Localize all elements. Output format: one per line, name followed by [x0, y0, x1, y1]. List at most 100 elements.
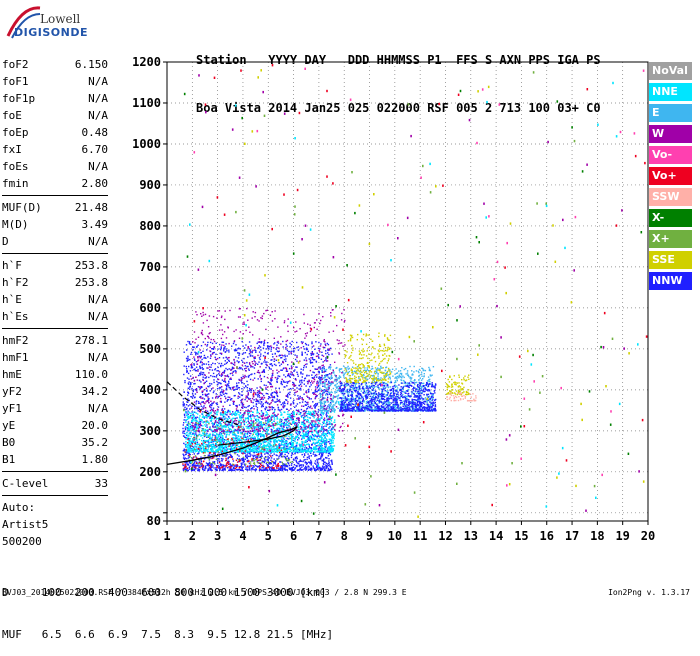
echo-point — [201, 419, 202, 420]
echo-point — [250, 433, 251, 434]
echo-point — [250, 418, 251, 419]
echo-point — [314, 436, 315, 437]
echo-point — [211, 419, 212, 420]
echo-point — [227, 467, 228, 468]
echo-point — [205, 422, 206, 423]
echo-point — [192, 439, 193, 440]
echo-point — [188, 379, 189, 380]
echo-point — [199, 356, 200, 357]
echo-point — [271, 348, 272, 349]
echo-point — [297, 469, 298, 470]
echo-point — [258, 420, 259, 421]
echo-point — [250, 469, 251, 470]
echo-point — [224, 426, 225, 427]
echo-point — [312, 358, 313, 359]
echo-point — [212, 432, 213, 433]
echo-point — [315, 428, 316, 429]
echo-point — [235, 452, 236, 453]
echo-point — [286, 421, 287, 422]
echo-point — [309, 446, 310, 447]
echo-point — [203, 368, 204, 369]
echo-point — [183, 455, 184, 456]
echo-point — [238, 362, 239, 363]
echo-point — [302, 469, 303, 470]
echo-point — [294, 392, 295, 393]
echo-point — [291, 455, 292, 456]
echo-point — [266, 361, 267, 362]
echo-point — [193, 369, 194, 370]
echo-point — [331, 462, 332, 463]
echo-point — [284, 438, 285, 439]
echo-point — [312, 366, 313, 367]
echo-point — [253, 446, 254, 447]
echo-point — [302, 446, 303, 447]
echo-point — [216, 343, 217, 344]
echo-point — [272, 399, 273, 400]
echo-point — [261, 405, 262, 406]
echo-point — [257, 446, 258, 447]
echo-point — [287, 364, 288, 365]
echo-point — [314, 429, 315, 430]
echo-point — [212, 376, 213, 377]
echo-point — [267, 393, 268, 394]
echo-point — [263, 442, 264, 443]
echo-point — [227, 358, 228, 359]
echo-point — [311, 455, 312, 456]
echo-point — [330, 348, 331, 349]
echo-point — [315, 386, 316, 387]
echo-point — [327, 352, 328, 353]
echo-point — [328, 447, 329, 448]
echo-point — [317, 426, 318, 427]
echo-point — [324, 441, 325, 442]
echo-point — [255, 437, 256, 438]
echo-point — [267, 421, 268, 422]
echo-point — [248, 421, 249, 422]
echo-point — [202, 425, 203, 426]
echo-point — [254, 358, 255, 359]
echo-point — [283, 440, 284, 441]
echo-point — [252, 352, 253, 353]
echo-point — [315, 464, 316, 465]
echo-point — [190, 444, 191, 445]
echo-point — [212, 436, 213, 437]
echo-point — [203, 441, 204, 442]
echo-point — [268, 348, 269, 349]
echo-point — [272, 356, 273, 357]
echo-point — [252, 445, 253, 446]
echo-point — [229, 410, 230, 411]
echo-point — [203, 372, 204, 373]
echo-point — [273, 469, 274, 470]
echo-point — [225, 343, 226, 344]
echo-point — [332, 464, 333, 465]
echo-point — [268, 451, 269, 452]
echo-point — [327, 397, 328, 398]
echo-point — [321, 456, 322, 457]
echo-point — [275, 462, 276, 463]
echo-point — [328, 412, 329, 413]
echo-point — [310, 460, 311, 461]
echo-point — [295, 465, 296, 466]
echo-point — [255, 448, 256, 449]
echo-point — [245, 459, 246, 460]
echo-point — [190, 436, 191, 437]
echo-point — [220, 437, 221, 438]
echo-point — [189, 341, 190, 342]
echo-point — [208, 435, 209, 436]
echo-point — [327, 391, 328, 392]
echo-point — [192, 393, 193, 394]
echo-point — [281, 424, 282, 425]
echo-point — [324, 421, 325, 422]
echo-point — [317, 433, 318, 434]
echo-point — [185, 421, 186, 422]
echo-point — [323, 464, 324, 465]
echo-point — [285, 361, 286, 362]
echo-point — [188, 470, 189, 471]
echo-point — [245, 418, 246, 419]
echo-point — [269, 368, 270, 369]
echo-point — [222, 447, 223, 448]
echo-point — [242, 451, 243, 452]
echo-point — [308, 390, 309, 391]
echo-point — [297, 395, 298, 396]
echo-point — [198, 470, 199, 471]
echo-point — [243, 383, 244, 384]
